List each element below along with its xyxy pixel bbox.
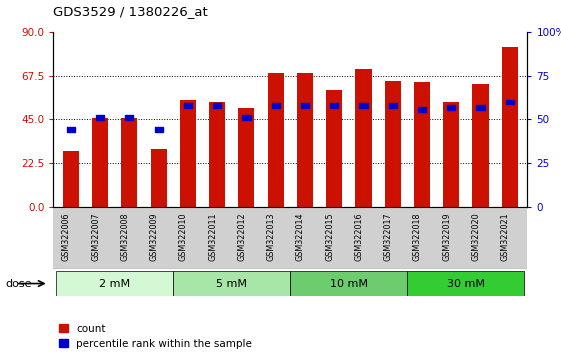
Text: GSM322011: GSM322011 — [208, 212, 217, 261]
Bar — [502, 47, 518, 207]
Bar — [125, 115, 134, 120]
Bar — [180, 100, 196, 207]
Bar — [472, 84, 489, 207]
Bar — [213, 103, 221, 108]
Text: GSM322015: GSM322015 — [325, 212, 334, 261]
Text: GSM322006: GSM322006 — [62, 212, 71, 261]
Text: GSM322020: GSM322020 — [472, 212, 481, 261]
Text: 2 mM: 2 mM — [99, 279, 130, 289]
Bar — [505, 99, 514, 104]
Text: GSM322014: GSM322014 — [296, 212, 305, 261]
Bar — [326, 90, 342, 207]
Text: GSM322009: GSM322009 — [150, 212, 159, 261]
Bar — [272, 103, 280, 108]
Bar — [92, 118, 108, 207]
Bar — [209, 102, 225, 207]
Text: GSM322012: GSM322012 — [237, 212, 246, 261]
Text: GSM322021: GSM322021 — [501, 212, 510, 261]
Text: dose: dose — [6, 279, 32, 289]
Text: GSM322008: GSM322008 — [121, 212, 130, 261]
Bar — [67, 127, 75, 132]
Text: 10 mM: 10 mM — [330, 279, 368, 289]
Text: GSM322018: GSM322018 — [413, 212, 422, 261]
Bar — [173, 271, 291, 296]
Text: GDS3529 / 1380226_at: GDS3529 / 1380226_at — [53, 5, 208, 18]
Bar — [389, 103, 397, 108]
Text: GSM322013: GSM322013 — [266, 212, 275, 261]
Text: GSM322016: GSM322016 — [355, 212, 364, 261]
Bar — [63, 151, 79, 207]
Bar — [301, 103, 309, 108]
Bar — [238, 108, 255, 207]
Bar — [268, 73, 284, 207]
Bar — [242, 115, 251, 120]
Text: GSM322007: GSM322007 — [91, 212, 100, 261]
Text: 30 mM: 30 mM — [447, 279, 485, 289]
Text: GSM322010: GSM322010 — [179, 212, 188, 261]
Text: GSM322017: GSM322017 — [384, 212, 393, 261]
Bar — [150, 149, 167, 207]
Bar — [356, 69, 371, 207]
Bar — [330, 103, 338, 108]
Bar — [476, 105, 485, 110]
Legend: count, percentile rank within the sample: count, percentile rank within the sample — [58, 324, 252, 349]
Bar — [96, 115, 104, 120]
Bar — [447, 105, 456, 110]
Bar — [360, 103, 367, 108]
Bar — [385, 80, 401, 207]
Bar — [297, 73, 313, 207]
Bar — [56, 271, 173, 296]
Bar — [184, 103, 192, 108]
Bar — [443, 102, 459, 207]
Text: GSM322019: GSM322019 — [442, 212, 451, 261]
Bar — [291, 271, 407, 296]
Text: 5 mM: 5 mM — [217, 279, 247, 289]
Bar — [414, 82, 430, 207]
Bar — [407, 271, 525, 296]
Bar — [121, 118, 137, 207]
Bar — [154, 127, 163, 132]
Bar — [418, 107, 426, 112]
